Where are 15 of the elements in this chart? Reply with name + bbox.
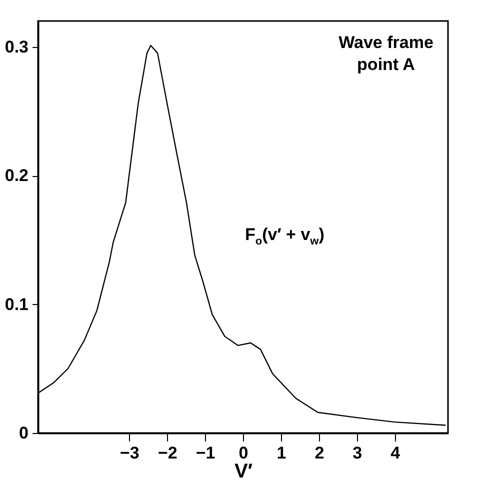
annotation: Wave frame point A bbox=[338, 33, 434, 74]
x-tick-label: 0 bbox=[238, 444, 248, 462]
x-tick-label: −2 bbox=[158, 444, 178, 462]
y-tick-label: 0.1 bbox=[4, 294, 28, 314]
y-tick-label: 0.2 bbox=[4, 166, 28, 185]
y-tick-label: 0.3 bbox=[4, 37, 28, 56]
x-tick-label: −3 bbox=[120, 444, 140, 462]
x-axis-title: V′ bbox=[234, 460, 253, 482]
x-tick-label: −1 bbox=[196, 444, 216, 462]
text: F$_{o}$(v′ + v$_{w}$) bbox=[245, 225, 324, 248]
x-tick-label: 2 bbox=[314, 444, 324, 462]
x-tick-label: 4 bbox=[390, 444, 401, 462]
x-tick-label: 3 bbox=[352, 444, 362, 462]
y-tick-label: 0 bbox=[19, 424, 28, 442]
x-tick-label: 1 bbox=[276, 444, 286, 462]
